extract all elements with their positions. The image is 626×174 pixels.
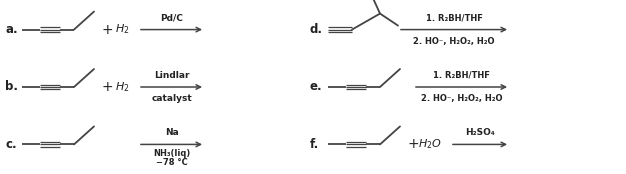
Text: catalyst: catalyst [151, 94, 192, 103]
Text: H₂SO₄: H₂SO₄ [465, 128, 495, 137]
Text: 1. R₂BH/THF: 1. R₂BH/THF [433, 71, 490, 80]
Text: −78 °C: −78 °C [156, 158, 187, 167]
Text: $H_2O$: $H_2O$ [418, 137, 442, 151]
Text: +: + [407, 137, 419, 151]
Text: e.: e. [310, 81, 322, 93]
Text: c.: c. [5, 138, 17, 151]
Text: $H_2$: $H_2$ [115, 23, 129, 37]
Text: b.: b. [5, 81, 18, 93]
Text: +: + [101, 80, 113, 94]
Text: NH₃(liq): NH₃(liq) [153, 149, 190, 158]
Text: +: + [101, 23, 113, 37]
Text: 2. HO⁻, H₂O₂, H₂O: 2. HO⁻, H₂O₂, H₂O [413, 37, 495, 46]
Text: 1. R₂BH/THF: 1. R₂BH/THF [426, 14, 483, 23]
Text: 2. HO⁻, H₂O₂, H₂O: 2. HO⁻, H₂O₂, H₂O [421, 94, 502, 103]
Text: Pd/C: Pd/C [160, 14, 183, 23]
Text: d.: d. [310, 23, 323, 36]
Text: $H_2$: $H_2$ [115, 80, 129, 94]
Text: f.: f. [310, 138, 319, 151]
Text: Na: Na [165, 128, 178, 137]
Text: a.: a. [5, 23, 18, 36]
Text: Lindlar: Lindlar [154, 71, 189, 80]
